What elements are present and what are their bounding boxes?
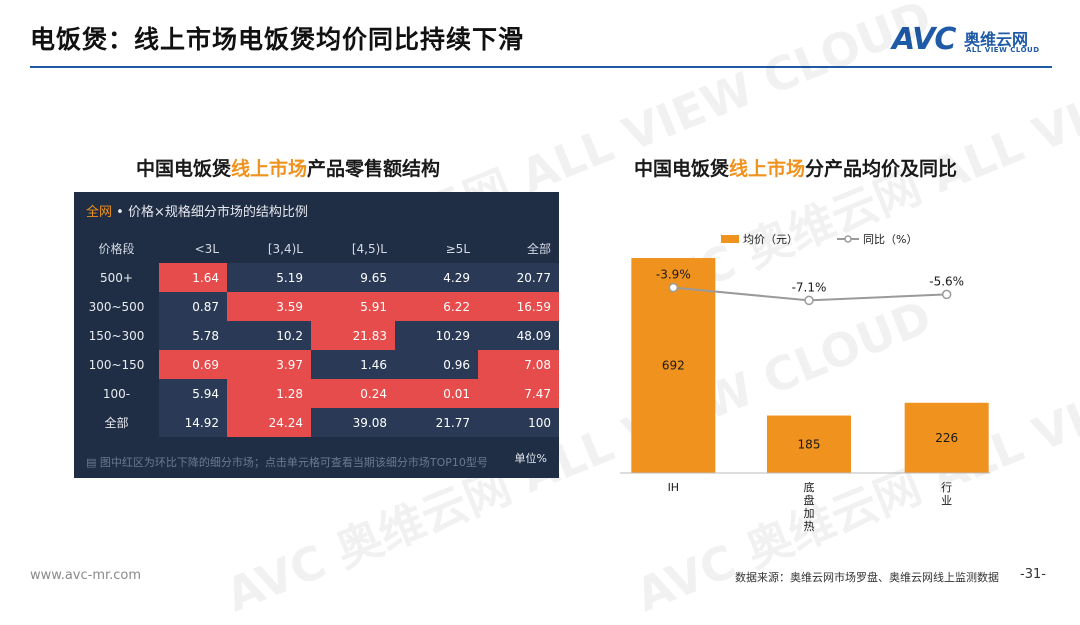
table-cell[interactable]: 3.59 <box>227 292 311 321</box>
table-cell[interactable]: 3.97 <box>227 350 311 379</box>
chart-legend: 均价（元） 同比（%） <box>721 233 917 246</box>
col-header: 全部 <box>478 234 559 263</box>
page-number: -31- <box>1020 567 1046 582</box>
table-cell[interactable]: 6.22 <box>395 292 478 321</box>
table-row: 100~150 0.69 3.97 1.46 0.96 7.08 <box>74 350 559 379</box>
table-cell[interactable]: 5.78 <box>159 321 227 350</box>
footnote-text: 图中红区为环比下降的细分市场；点击单元格可查看当期该细分市场TOP10型号 <box>99 456 488 469</box>
logo-mark: AVC <box>892 22 956 57</box>
row-label: 100~150 <box>74 350 159 379</box>
table-cell[interactable]: 7.08 <box>478 350 559 379</box>
title-divider <box>30 66 1052 68</box>
row-label: 500+ <box>74 263 159 292</box>
table-cell[interactable]: 20.77 <box>478 263 559 292</box>
left-title-highlight: 线上市场 <box>231 158 308 180</box>
footer-website[interactable]: www.avc-mr.com <box>30 568 142 583</box>
col-header: [3,4)L <box>227 234 311 263</box>
right-panel-title: 中国电饭煲线上市场分产品均价及同比 <box>634 154 957 181</box>
table-scope-label[interactable]: 全网 <box>86 205 113 220</box>
page-title: 电饭煲：线上市场电饭煲均价同比持续下滑 <box>30 25 525 54</box>
table-row: 150~300 5.78 10.2 21.83 10.29 48.09 <box>74 321 559 350</box>
table-cell[interactable]: 5.91 <box>311 292 395 321</box>
price-chart: 均价（元） 同比（%） 692 185 226 IH 底盘加热 行业 -3.9% -7.1% -5.… <box>620 233 990 533</box>
col-header: [4,5)L <box>311 234 395 263</box>
bar-value-label: 185 <box>798 437 821 451</box>
table-cell[interactable]: 10.2 <box>227 321 311 350</box>
yoy-point <box>668 282 679 293</box>
table-cell[interactable]: 24.24 <box>227 408 311 437</box>
table-cell[interactable]: 0.87 <box>159 292 227 321</box>
legend-label-bar: 均价（元） <box>743 233 798 246</box>
table-cell[interactable]: 10.29 <box>395 321 478 350</box>
right-title-highlight: 线上市场 <box>729 158 806 180</box>
left-title-pre: 中国电饭煲 <box>136 158 232 180</box>
table-cell[interactable]: 21.77 <box>395 408 478 437</box>
table-row: 全部 14.92 24.24 39.08 21.77 100 <box>74 408 559 437</box>
yoy-label: -3.9% <box>656 268 691 282</box>
table-cell[interactable]: 16.59 <box>478 292 559 321</box>
table-header: 全网 • 价格×规格细分市场的结构比例 <box>74 192 559 234</box>
table-cell[interactable]: 1.46 <box>311 350 395 379</box>
legend-label-line: 同比（%） <box>863 233 917 246</box>
table-cell[interactable]: 5.94 <box>159 379 227 408</box>
table-cell[interactable]: 9.65 <box>311 263 395 292</box>
left-panel-title: 中国电饭煲线上市场产品零售额结构 <box>136 154 440 181</box>
logo-cn-name: 奥维云网 <box>964 30 1029 49</box>
bar-value-label: 692 <box>662 359 685 373</box>
table-cell[interactable]: 48.09 <box>478 321 559 350</box>
table-cell[interactable]: 21.83 <box>311 321 395 350</box>
category-label: IH <box>668 481 680 494</box>
bar-value-label: 226 <box>935 431 958 445</box>
logo-en-name: ALL VIEW CLOUD <box>966 46 1040 54</box>
yoy-label: -7.1% <box>792 280 827 294</box>
structure-table-panel: 全网 • 价格×规格细分市场的结构比例 价格段 <3L [3,4)L [4,5)… <box>74 192 559 478</box>
bar-1 <box>631 258 716 473</box>
row-label: 300~500 <box>74 292 159 321</box>
table-cell[interactable]: 4.29 <box>395 263 478 292</box>
table-unit: 单位% <box>514 452 547 465</box>
table-cell[interactable]: 0.01 <box>395 379 478 408</box>
col-header: 价格段 <box>74 234 159 263</box>
table-row: 100- 5.94 1.28 0.24 0.01 7.47 <box>74 379 559 408</box>
table-cell[interactable]: 0.24 <box>311 379 395 408</box>
table-cell[interactable]: 14.92 <box>159 408 227 437</box>
table-title: • 价格×规格细分市场的结构比例 <box>112 205 308 220</box>
left-title-post: 产品零售额结构 <box>307 158 441 180</box>
table-cell[interactable]: 39.08 <box>311 408 395 437</box>
table-row: 300~500 0.87 3.59 5.91 6.22 16.59 <box>74 292 559 321</box>
col-header: ≥5L <box>395 234 478 263</box>
table-header-row: 价格段 <3L [3,4)L [4,5)L ≥5L 全部 <box>74 234 559 263</box>
footer-source: 数据来源：奥维云网市场罗盘、奥维云网线上监测数据 <box>735 571 999 584</box>
category-label: 底盘加热 <box>804 480 815 533</box>
yoy-point <box>941 289 952 300</box>
structure-table: 价格段 <3L [3,4)L [4,5)L ≥5L 全部 500+ 1.64 5.1… <box>74 234 559 437</box>
table-cell[interactable]: 0.69 <box>159 350 227 379</box>
table-cell[interactable]: 1.64 <box>159 263 227 292</box>
yoy-label: -5.6% <box>929 274 964 288</box>
legend-swatch-bar <box>721 235 739 243</box>
table-cell[interactable]: 5.19 <box>227 263 311 292</box>
table-cell[interactable]: 100 <box>478 408 559 437</box>
info-icon: ▤ <box>86 456 100 469</box>
category-label: 行业 <box>941 481 952 507</box>
right-title-post: 分产品均价及同比 <box>805 158 958 180</box>
table-cell[interactable]: 0.96 <box>395 350 478 379</box>
legend-marker-line <box>844 235 852 243</box>
col-header: <3L <box>159 234 227 263</box>
right-title-pre: 中国电饭煲 <box>634 158 730 180</box>
table-cell[interactable]: 7.47 <box>478 379 559 408</box>
table-cell[interactable]: 1.28 <box>227 379 311 408</box>
bar-2 <box>767 415 851 473</box>
row-label: 150~300 <box>74 321 159 350</box>
table-row: 500+ 1.64 5.19 9.65 4.29 20.77 <box>74 263 559 292</box>
table-footnote: ▤ 图中红区为环比下降的细分市场；点击单元格可查看当期该细分市场TOP10型号 <box>86 454 488 470</box>
row-label: 100- <box>74 379 159 408</box>
yoy-point <box>804 295 814 306</box>
row-label: 全部 <box>74 408 159 437</box>
avc-logo: AVC 奥维云网 ALL VIEW CLOUD <box>892 22 1052 58</box>
bar-3 <box>904 402 989 473</box>
